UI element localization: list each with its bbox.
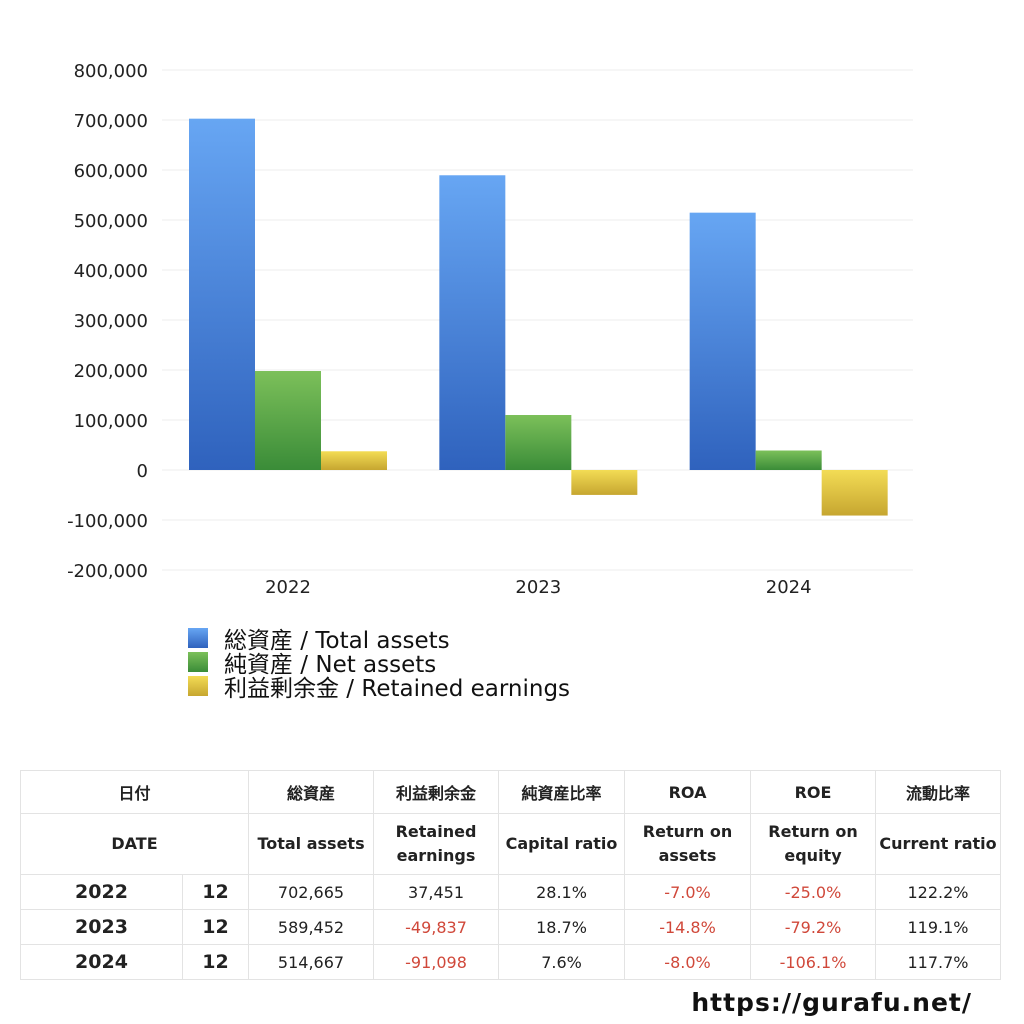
cell-current-ratio: 122.2% [875, 874, 1002, 910]
bar-total-assets [189, 118, 255, 470]
row-month: 12 [181, 874, 250, 910]
header-roe-jp: ROE [750, 770, 877, 814]
header-retained-earnings-en: Retained earnings [373, 813, 500, 875]
table-row: 2022 12 702,665 37,451 28.1% -7.0% -25.0… [20, 874, 1002, 910]
bar-net-assets [255, 371, 321, 470]
financial-table: 日付 総資産 利益剰余金 純資産比率 ROA ROE 流動比率 DATE Tot… [19, 770, 1002, 980]
cell-roa: -14.8% [624, 909, 752, 945]
cell-roe: -79.2% [750, 909, 877, 945]
cell-total-assets: 589,452 [248, 909, 375, 945]
header-retained-earnings-jp: 利益剰余金 [373, 770, 500, 814]
cell-roa: -8.0% [624, 944, 752, 980]
cell-current-ratio: 117.7% [875, 944, 1002, 980]
header-date-en: DATE [19, 813, 250, 875]
y-tick-label: 0 [137, 461, 148, 482]
legend-label: 純資産 / Net assets [224, 652, 437, 678]
y-tick-label: -100,000 [67, 511, 148, 532]
y-tick-label: 800,000 [74, 61, 148, 82]
cell-roa: -7.0% [624, 874, 752, 910]
bar-net-assets [755, 450, 822, 470]
cell-roe: -25.0% [750, 874, 877, 910]
row-month: 12 [181, 944, 250, 980]
y-tick-label: 400,000 [74, 261, 148, 282]
table-header-en: DATE Total assets Retained earnings Capi… [19, 813, 1002, 875]
legend-item-retained-earnings: 利益剰余金 / Retained earnings [188, 674, 570, 702]
header-capital-ratio-en: Capital ratio [498, 813, 626, 875]
table-row: 2023 12 589,452 -49,837 18.7% -14.8% -79… [20, 909, 1002, 945]
cell-retained-earnings: -91,098 [373, 944, 500, 980]
x-tick-label: 2023 [515, 577, 561, 598]
cell-capital-ratio: 28.1% [498, 874, 626, 910]
header-current-ratio-en: Current ratio [875, 813, 1002, 875]
legend-item-net-assets: 純資産 / Net assets [188, 650, 570, 678]
x-tick-label: 2024 [766, 577, 812, 598]
cell-total-assets: 702,665 [248, 874, 375, 910]
header-total-assets-jp: 総資産 [248, 770, 375, 814]
bar-net-assets [505, 415, 572, 470]
bar-total-assets [689, 212, 756, 470]
header-total-assets-en: Total assets [248, 813, 375, 875]
bar-retained-earnings [821, 470, 888, 516]
table-row: 2024 12 514,667 -91,098 7.6% -8.0% -106.… [20, 944, 1002, 980]
y-tick-label: 700,000 [74, 111, 148, 132]
cell-capital-ratio: 18.7% [498, 909, 626, 945]
bar-total-assets [439, 175, 506, 471]
y-tick-label: 300,000 [74, 311, 148, 332]
legend-label: 総資産 / Total assets [224, 628, 450, 654]
legend-item-total-assets: 総資産 / Total assets [188, 626, 570, 654]
cell-roe: -106.1% [750, 944, 877, 980]
cell-retained-earnings: 37,451 [373, 874, 500, 910]
header-date-jp: 日付 [19, 770, 250, 814]
table-header-jp: 日付 総資産 利益剰余金 純資産比率 ROA ROE 流動比率 [19, 770, 1002, 814]
row-year: 2024 [20, 944, 183, 980]
header-capital-ratio-jp: 純資産比率 [498, 770, 626, 814]
y-tick-label: -200,000 [67, 561, 148, 582]
y-tick-label: 100,000 [74, 411, 148, 432]
cell-capital-ratio: 7.6% [498, 944, 626, 980]
row-year: 2022 [20, 874, 183, 910]
bar-retained-earnings [571, 470, 638, 495]
y-tick-label: 500,000 [74, 211, 148, 232]
legend-swatch [188, 652, 208, 672]
header-current-ratio-jp: 流動比率 [875, 770, 1002, 814]
row-year: 2023 [20, 909, 183, 945]
header-roa-en: Return on assets [624, 813, 752, 875]
legend-swatch [188, 676, 208, 696]
x-tick-label: 2022 [265, 577, 311, 598]
chart-legend: 総資産 / Total assets 純資産 / Net assets 利益剰余… [188, 626, 570, 702]
y-tick-label: 600,000 [74, 161, 148, 182]
legend-swatch [188, 628, 208, 648]
cell-current-ratio: 119.1% [875, 909, 1002, 945]
y-tick-label: 200,000 [74, 361, 148, 382]
header-roa-jp: ROA [624, 770, 752, 814]
row-month: 12 [181, 909, 250, 945]
site-url: https://gurafu.net/ [691, 988, 972, 1017]
cell-retained-earnings: -49,837 [373, 909, 500, 945]
legend-label: 利益剰余金 / Retained earnings [224, 676, 571, 702]
bar-chart: 800,000 700,000 600,000 500,000 400,000 300,0… [67, 61, 913, 598]
bar-retained-earnings [321, 451, 387, 470]
cell-total-assets: 514,667 [248, 944, 375, 980]
header-roe-en: Return on equity [750, 813, 877, 875]
